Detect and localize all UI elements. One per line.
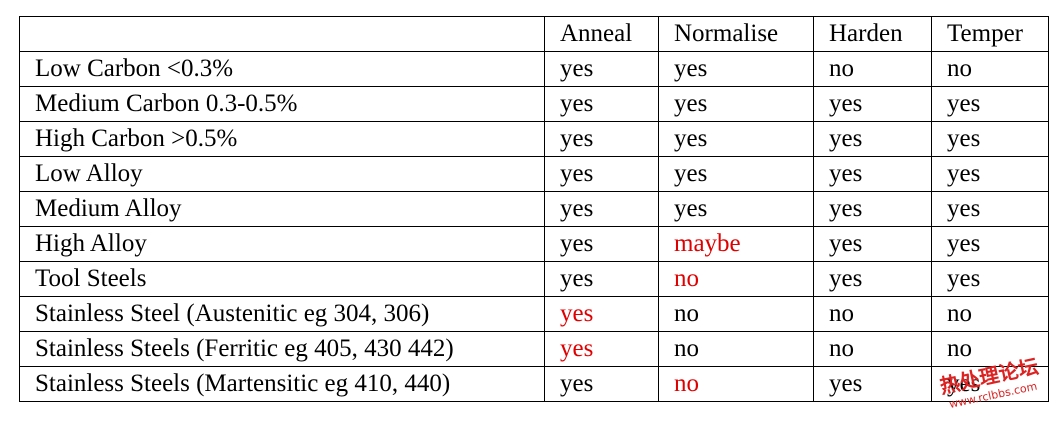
row-label: Stainless Steels (Ferritic eg 405, 430 4…: [19, 331, 545, 367]
cell: yes: [544, 86, 659, 122]
cell: yes: [544, 296, 659, 332]
row-label: Low Alloy: [19, 156, 545, 192]
cell: yes: [658, 191, 814, 227]
cell: yes: [931, 121, 1049, 157]
cell: yes: [544, 331, 659, 367]
cell: no: [931, 331, 1049, 367]
row-label: Stainless Steel (Austenitic eg 304, 306): [19, 296, 545, 332]
cell: yes: [931, 156, 1049, 192]
cell: yes: [544, 366, 659, 402]
cell: yes: [544, 121, 659, 157]
cell: no: [813, 296, 932, 332]
table-row: Tool Steels yes no yes yes: [19, 261, 1049, 297]
cell: yes: [931, 261, 1049, 297]
row-label: Medium Carbon 0.3-0.5%: [19, 86, 545, 122]
cell: no: [658, 261, 814, 297]
row-label: High Carbon >0.5%: [19, 121, 545, 157]
row-label: Stainless Steels (Martensitic eg 410, 44…: [19, 366, 545, 402]
table-row: Stainless Steels (Ferritic eg 405, 430 4…: [19, 331, 1049, 367]
cell: yes: [544, 51, 659, 87]
header-cell: Harden: [813, 16, 932, 52]
cell: no: [813, 51, 932, 87]
table-row: Stainless Steels (Martensitic eg 410, 44…: [19, 366, 1049, 402]
heat-treatment-table: Anneal Normalise Harden Temper Low Carbon <0…: [19, 16, 1049, 402]
cell: yes: [658, 86, 814, 122]
cell: yes: [544, 261, 659, 297]
cell: yes: [813, 156, 932, 192]
table-row: High Carbon >0.5% yes yes yes yes: [19, 121, 1049, 157]
cell: yes: [658, 156, 814, 192]
table-row: Medium Alloy yes yes yes yes: [19, 191, 1049, 227]
header-cell: Temper: [931, 16, 1049, 52]
cell: yes: [813, 226, 932, 262]
table-body: Anneal Normalise Harden Temper Low Carbon <0…: [19, 16, 1049, 402]
header-cell: Anneal: [544, 16, 659, 52]
table-row: Stainless Steel (Austenitic eg 304, 306)…: [19, 296, 1049, 332]
cell: yes: [658, 51, 814, 87]
row-label: Medium Alloy: [19, 191, 545, 227]
cell: yes: [813, 121, 932, 157]
header-row: Anneal Normalise Harden Temper: [19, 16, 1049, 52]
row-label: Tool Steels: [19, 261, 545, 297]
cell: yes: [544, 156, 659, 192]
cell: no: [658, 331, 814, 367]
cell: yes: [813, 366, 932, 402]
cell: yes: [931, 191, 1049, 227]
cell: no: [813, 331, 932, 367]
cell: yes: [931, 226, 1049, 262]
cell: yes: [544, 226, 659, 262]
cell: yes: [931, 86, 1049, 122]
cell: no: [931, 296, 1049, 332]
table-row: Medium Carbon 0.3-0.5% yes yes yes yes: [19, 86, 1049, 122]
cell: yes: [813, 86, 932, 122]
header-cell: [19, 16, 545, 52]
cell: yes: [813, 191, 932, 227]
cell: no: [658, 366, 814, 402]
row-label: High Alloy: [19, 226, 545, 262]
row-label: Low Carbon <0.3%: [19, 51, 545, 87]
cell: yes: [544, 191, 659, 227]
cell: yes: [813, 261, 932, 297]
cell: yes: [658, 121, 814, 157]
table-row: High Alloy yes maybe yes yes: [19, 226, 1049, 262]
cell: no: [931, 51, 1049, 87]
cell: no: [658, 296, 814, 332]
table-row: Low Alloy yes yes yes yes: [19, 156, 1049, 192]
header-cell: Normalise: [658, 16, 814, 52]
table-row: Low Carbon <0.3% yes yes no no: [19, 51, 1049, 87]
cell: yes: [931, 366, 1049, 402]
cell: maybe: [658, 226, 814, 262]
